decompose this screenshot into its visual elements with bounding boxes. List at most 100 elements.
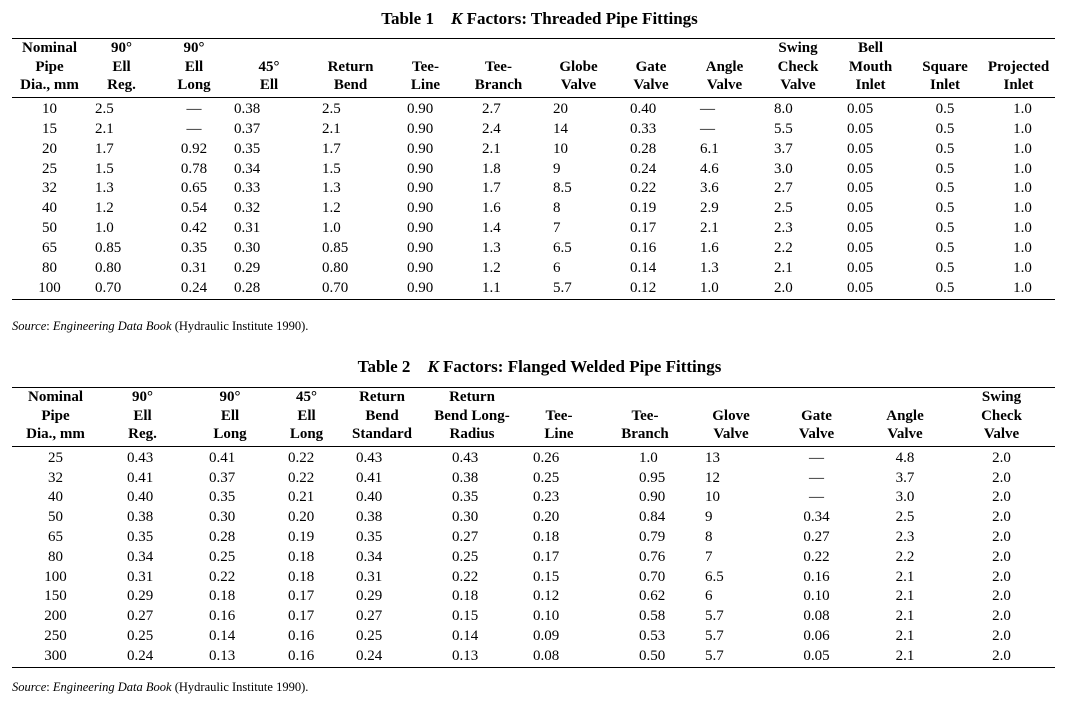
table-cell: 0.85 bbox=[322, 240, 349, 257]
table1-header-cell: Projected Inlet bbox=[987, 58, 1050, 94]
table-cell: 0.18 bbox=[452, 588, 479, 605]
table-cell: 0.29 bbox=[356, 588, 383, 605]
table-cell: 50 bbox=[48, 509, 63, 526]
table-cell: 4.8 bbox=[895, 449, 915, 466]
table-cell: 0.27 bbox=[452, 528, 479, 545]
table-cell: 0.22 bbox=[288, 449, 315, 466]
table-cell: 2.1 bbox=[895, 608, 915, 625]
table-cell: 12 bbox=[705, 469, 720, 486]
table-cell: 0.05 bbox=[847, 200, 874, 217]
table-cell: 15 bbox=[42, 120, 57, 137]
table-cell: 0.09 bbox=[533, 627, 560, 644]
table1-body: 10 2.5 — 0.38 2.5 0.90 2.7 20 0.40 — 8.0 0.05 0.5 1.0… bbox=[12, 97, 1055, 300]
table-cell: 0.31 bbox=[127, 568, 154, 585]
table1-source-publisher: (Hydraulic Institute 1990). bbox=[171, 319, 309, 333]
table-cell: 0.5 bbox=[935, 160, 955, 177]
table-row: 25 1.5 0.78 0.34 1.5 0.90 1.8 9 0.24 4.6 3.0 0.05 0.… bbox=[12, 160, 1055, 180]
table-cell: 2.5 bbox=[774, 200, 793, 217]
table-cell: 1.0 bbox=[1013, 260, 1032, 277]
table-cell: 0.33 bbox=[234, 180, 261, 197]
table-cell: 0.19 bbox=[288, 528, 315, 545]
table-cell: 10 bbox=[553, 140, 568, 157]
table-cell: 0.25 bbox=[533, 469, 560, 486]
table1-title-text: Factors: Threaded Pipe Fittings bbox=[462, 9, 698, 28]
table-cell: 2.1 bbox=[482, 140, 501, 157]
table-cell: 1.7 bbox=[95, 140, 114, 157]
table-cell: 2.1 bbox=[895, 647, 915, 664]
table-cell: 8 bbox=[553, 200, 561, 217]
table-cell: 0.27 bbox=[127, 608, 154, 625]
table2: Nominal Pipe Dia., mm 90° Ell Reg. 90° Ell… bbox=[12, 387, 1055, 668]
table-cell: 32 bbox=[48, 469, 63, 486]
table-cell: 5.7 bbox=[705, 608, 724, 625]
table2-source-sep: : bbox=[46, 680, 53, 694]
table-cell: — bbox=[700, 120, 715, 137]
table-cell: 0.25 bbox=[452, 548, 479, 565]
table-cell: 6 bbox=[553, 260, 561, 277]
table-cell: — bbox=[700, 100, 715, 117]
table-cell: 6.5 bbox=[705, 568, 724, 585]
table-cell: 0.22 bbox=[452, 568, 479, 585]
table-cell: 0.12 bbox=[630, 279, 657, 296]
table-cell: 0.16 bbox=[630, 240, 657, 257]
table-cell: 1.0 bbox=[639, 449, 658, 466]
table-cell: 2.2 bbox=[895, 548, 915, 565]
table-cell: 1.0 bbox=[322, 220, 341, 237]
table-cell: 0.18 bbox=[209, 588, 236, 605]
table2-header-cell: Return Bend Long- Radius bbox=[434, 389, 510, 443]
table-cell: 0.62 bbox=[639, 588, 666, 605]
table-cell: 1.7 bbox=[482, 180, 501, 197]
table-cell: 0.10 bbox=[803, 588, 830, 605]
table-row: 50 1.0 0.42 0.31 1.0 0.90 1.4 7 0.17 2.1 2.3 0.05 0.… bbox=[12, 219, 1055, 239]
table-cell: 1.3 bbox=[322, 180, 341, 197]
table-cell: 0.18 bbox=[533, 528, 560, 545]
table-cell: 3.7 bbox=[895, 469, 915, 486]
table-cell: 0.90 bbox=[407, 180, 434, 197]
table-cell: 0.05 bbox=[847, 140, 874, 157]
table-cell: 0.80 bbox=[322, 260, 349, 277]
table-cell: 1.4 bbox=[482, 220, 501, 237]
table-cell: 1.2 bbox=[482, 260, 501, 277]
table-cell: 0.17 bbox=[288, 608, 315, 625]
table-cell: 0.35 bbox=[452, 489, 479, 506]
table-cell: 0.16 bbox=[803, 568, 830, 585]
table-cell: 0.12 bbox=[533, 588, 560, 605]
table-cell: 0.16 bbox=[209, 608, 236, 625]
table-cell: 2.1 bbox=[895, 627, 915, 644]
table-cell: 6.1 bbox=[700, 140, 719, 157]
table2-header-cell: Tee- Branch bbox=[621, 407, 669, 443]
table-cell: 2.0 bbox=[992, 608, 1011, 625]
table-cell: — bbox=[186, 100, 202, 117]
table-cell: 2.0 bbox=[992, 489, 1011, 506]
table-cell: 0.20 bbox=[533, 509, 560, 526]
table-row: 300 0.24 0.13 0.16 0.24 0.13 0.08 0.50 5.7 0.05 2.… bbox=[12, 647, 1055, 668]
table-cell: 20 bbox=[553, 100, 568, 117]
table-cell: 2.1 bbox=[895, 568, 915, 585]
table-cell: 0.23 bbox=[533, 489, 560, 506]
table-cell: — bbox=[186, 120, 202, 137]
table2-header-cell: 90° Ell Long bbox=[213, 389, 247, 443]
table-cell: 2.7 bbox=[774, 180, 793, 197]
table1-header-cell: Return Bend bbox=[327, 58, 374, 94]
table-cell: 0.26 bbox=[533, 449, 560, 466]
table-row: 80 0.34 0.25 0.18 0.34 0.25 0.17 0.76 7 0.22 2.2 2.… bbox=[12, 548, 1055, 568]
table-cell: 1.0 bbox=[700, 279, 719, 296]
table-row: 50 0.38 0.30 0.20 0.38 0.30 0.20 0.84 9 0.34 2.5 2.… bbox=[12, 508, 1055, 528]
table-cell: 0.90 bbox=[407, 200, 434, 217]
table-cell: 2.0 bbox=[992, 568, 1011, 585]
table-cell: 0.90 bbox=[407, 279, 434, 296]
table-cell: 8 bbox=[705, 528, 713, 545]
table-cell: 0.34 bbox=[356, 548, 383, 565]
table-cell: 4.6 bbox=[700, 160, 719, 177]
table-cell: 1.0 bbox=[1013, 180, 1032, 197]
table-cell: 0.17 bbox=[288, 588, 315, 605]
table-cell: 0.05 bbox=[847, 240, 874, 257]
table-cell: 0.90 bbox=[639, 489, 666, 506]
table-cell: 2.0 bbox=[992, 449, 1011, 466]
table-cell: 1.0 bbox=[1013, 240, 1032, 257]
table-cell: 2.5 bbox=[322, 100, 341, 117]
table-cell: 300 bbox=[44, 647, 67, 664]
table-cell: 0.40 bbox=[127, 489, 154, 506]
table-cell: 2.1 bbox=[322, 120, 341, 137]
table-row: 200 0.27 0.16 0.17 0.27 0.15 0.10 0.58 5.7 0.08 2.… bbox=[12, 607, 1055, 627]
